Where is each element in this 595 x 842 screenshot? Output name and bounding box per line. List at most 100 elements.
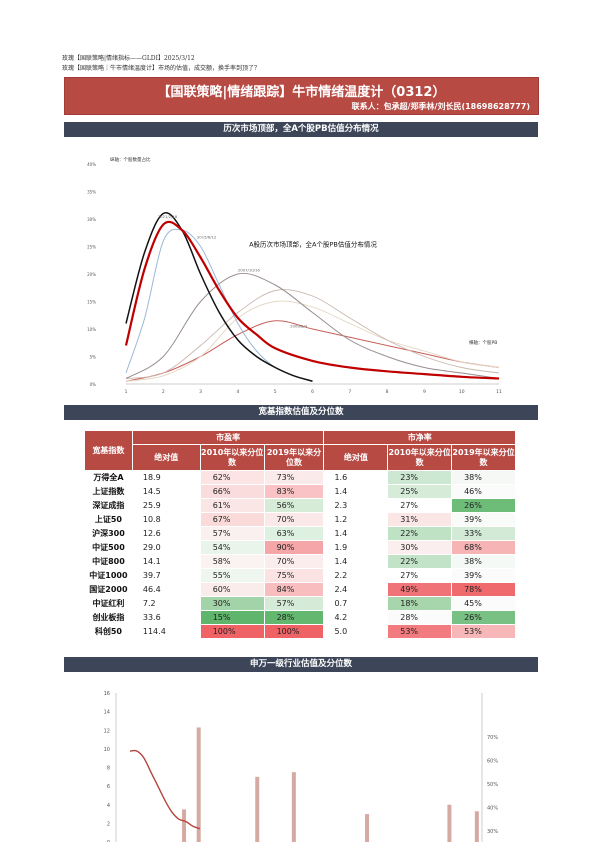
- pb-pct-2019: 78%: [451, 582, 516, 597]
- y2-tick-label: 40%: [487, 806, 498, 812]
- industry-svg: 0 2 4 6 8 10 12 14 16 30% 40% 50% 60% 70%: [104, 691, 498, 842]
- data-point: [126, 345, 127, 346]
- meta-line-1: 玫瑰【国联策略|情绪指标——GLDI】2025/3/12: [62, 55, 195, 62]
- pb-pct-2019: 39%: [451, 568, 516, 583]
- pb-value: 1.4: [323, 554, 389, 569]
- data-point: [163, 224, 164, 225]
- data-point: [349, 337, 350, 338]
- x-tick-label: 3: [199, 389, 202, 395]
- x-tick-label: 1: [125, 389, 128, 395]
- chart-title: A股历次市场顶部，全A个股PB估值分布情况: [249, 240, 377, 249]
- pe-value: 18.9: [131, 470, 201, 485]
- index-name: 中证1000: [84, 568, 133, 583]
- pe-pct-2019: 90%: [263, 540, 325, 555]
- data-point: [200, 257, 201, 258]
- pb-pct-2019: 45%: [451, 596, 516, 611]
- data-point: [461, 362, 462, 363]
- x-tick-label: 10: [459, 389, 465, 395]
- x-tick-label: 8: [386, 389, 389, 395]
- pe-pct-2019: 63%: [263, 526, 325, 541]
- data-point: [238, 312, 239, 313]
- pe-pct-2019: 75%: [263, 568, 325, 583]
- data-point: [275, 290, 276, 291]
- y-tick-label: 12: [104, 728, 110, 734]
- pe-pct-2010: 60%: [199, 582, 265, 597]
- pb-pct-2010: 27%: [387, 498, 453, 513]
- pe-pct-2010: 55%: [199, 568, 265, 583]
- pb-value: 2.4: [323, 582, 389, 597]
- x-tick-label: 4: [236, 389, 239, 395]
- pe-value: 46.4: [131, 582, 201, 597]
- pb-pct-2019: 46%: [451, 484, 516, 499]
- col-pb-abs: 绝对值: [323, 444, 389, 471]
- pe-pct-2010: 15%: [199, 610, 265, 625]
- pb-distribution-svg: 0% 5% 10% 15% 20% 25% 30% 35% 40% 1 2 3 4 5 6 7 8 9 10 11 纵轴…: [87, 156, 502, 395]
- data-point: [275, 367, 276, 368]
- series-label: 2007/10/16: [238, 267, 260, 272]
- data-point: [275, 285, 276, 286]
- bar: [291, 772, 296, 842]
- col-pb: 市净率: [323, 430, 516, 445]
- y-tick-label: 2: [107, 821, 110, 827]
- pe-value: 10.8: [131, 512, 201, 527]
- pe-pct-2010: 66%: [199, 484, 265, 499]
- series-line: [125, 320, 500, 382]
- y-tick-label: 25%: [87, 245, 96, 250]
- pe-pct-2019: 28%: [263, 610, 325, 625]
- pb-pct-2019: 38%: [451, 554, 516, 569]
- data-point: [312, 296, 313, 297]
- y-tick-label: 20%: [87, 272, 96, 277]
- data-point: [499, 373, 500, 374]
- col-index: 宽基指数: [84, 430, 133, 471]
- series-line: [125, 228, 313, 382]
- y2-tick-label: 30%: [487, 829, 498, 835]
- pb-value: 1.2: [323, 512, 389, 527]
- data-point: [200, 246, 201, 247]
- index-name: 沪深300: [84, 526, 133, 541]
- pb-value: 1.4: [323, 484, 389, 499]
- y-tick-label: 0: [107, 840, 110, 842]
- data-point: [238, 340, 239, 341]
- pe-value: 12.6: [131, 526, 201, 541]
- pe-value: 14.1: [131, 554, 201, 569]
- data-point: [349, 323, 350, 324]
- x-axis-label: 横轴：个股PB: [469, 339, 497, 346]
- data-point: [238, 274, 239, 275]
- pe-value: 25.9: [131, 498, 201, 513]
- pb-pct-2019: 26%: [451, 498, 516, 513]
- section-header-pb: 历次市场顶部，全A个股PB估值分布情况: [64, 122, 538, 137]
- col-pe-2019: 2019年以来分位数: [263, 444, 325, 471]
- data-point: [144, 268, 145, 269]
- pe-pct-2019: 56%: [263, 498, 325, 513]
- pe-value: 29.0: [131, 540, 201, 555]
- pe-value: 7.2: [131, 596, 201, 611]
- pb-pct-2010: 53%: [387, 624, 453, 639]
- pe-pct-2010: 57%: [199, 526, 265, 541]
- index-name: 万得全A: [84, 470, 133, 485]
- x-tick-label: 9: [423, 389, 426, 395]
- series-line: [125, 289, 500, 379]
- y2-tick-label: 70%: [487, 735, 498, 741]
- data-point: [387, 356, 388, 357]
- y-tick-label: 8: [107, 766, 110, 772]
- data-point: [387, 340, 388, 341]
- pb-value: 1.4: [323, 526, 389, 541]
- data-point: [387, 345, 388, 346]
- series-line: [125, 211, 313, 383]
- data-point: [238, 318, 239, 319]
- x-tick-label: 7: [348, 389, 351, 395]
- pe-pct-2010: 30%: [199, 596, 265, 611]
- data-point: [163, 373, 164, 374]
- pb-value: 1.6: [323, 470, 389, 485]
- table-row: 沪深300 12.6 57% 63% 1.4 22% 33%: [84, 526, 516, 541]
- pe-pct-2019: 70%: [263, 554, 325, 569]
- data-point: [200, 356, 201, 357]
- data-point: [256, 351, 257, 352]
- table-row: 中证800 14.1 58% 70% 1.4 22% 38%: [84, 554, 516, 569]
- title-banner: 【国联策略|情绪跟踪】牛市情绪温度计（0312） 联系人：包承超/郑季林/刘长民…: [64, 77, 539, 115]
- bar: [255, 776, 260, 842]
- index-name: 深证成指: [84, 498, 133, 513]
- pe-pct-2010: 62%: [199, 470, 265, 485]
- data-point: [312, 361, 313, 362]
- series-line: [125, 272, 500, 379]
